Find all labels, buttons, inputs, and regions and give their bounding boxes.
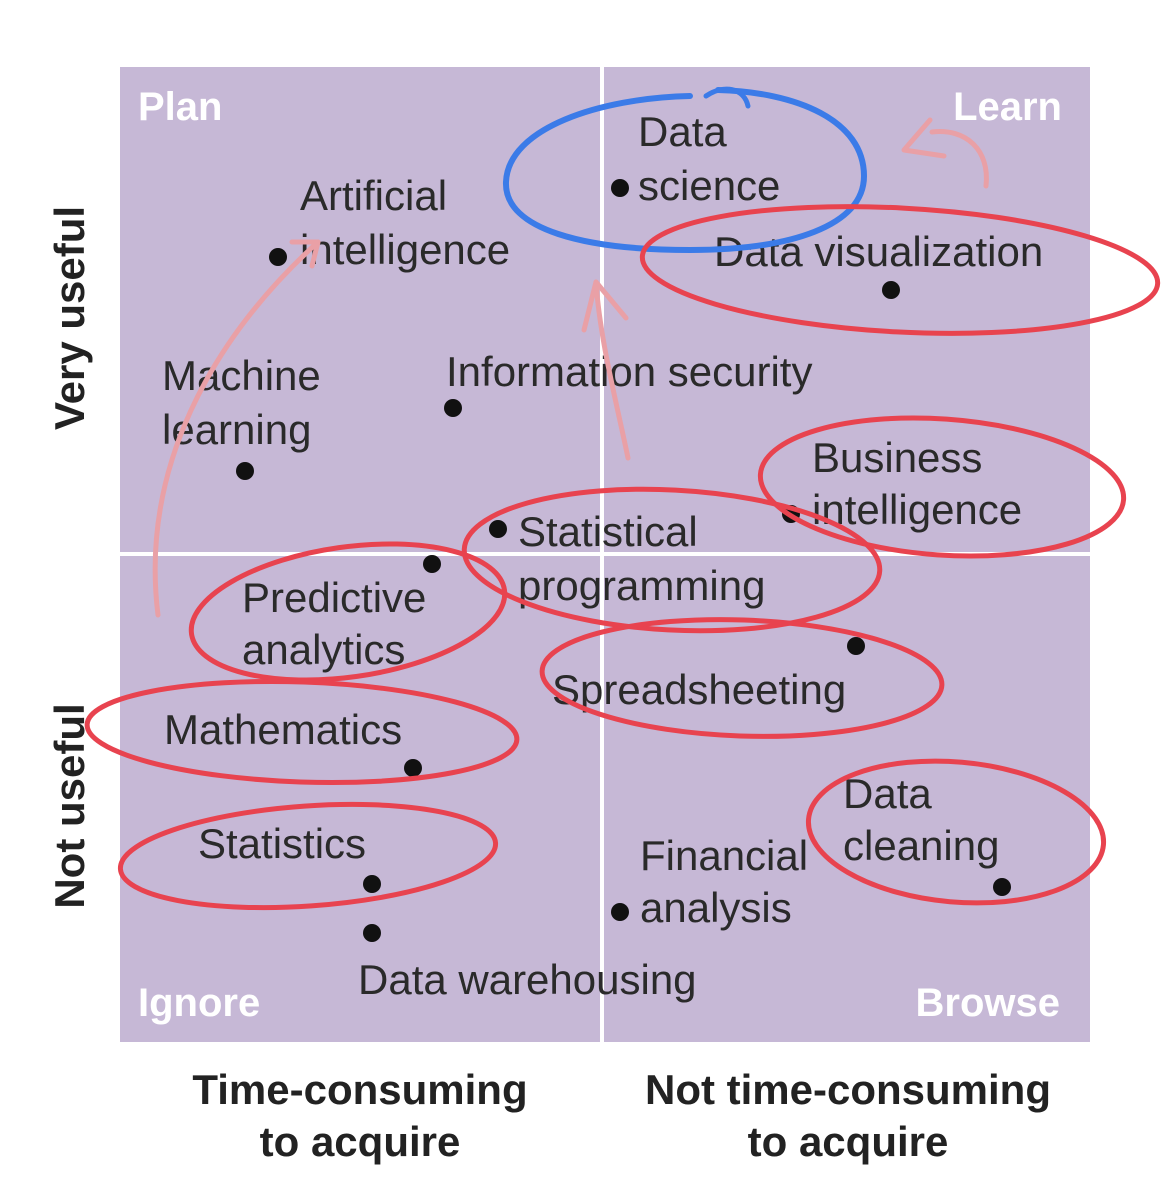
- label-spreadsheeting: Spreadsheeting: [552, 666, 846, 713]
- blue-circle-tick: [703, 86, 751, 109]
- label-statistical-programming-line1: Statistical: [518, 508, 698, 555]
- red-circle-statistics: [117, 801, 499, 911]
- dot-statistics: [363, 875, 381, 893]
- label-mathematics: Mathematics: [164, 706, 402, 753]
- label-artificial-intelligence-line2: intelligence: [300, 226, 510, 273]
- label-data-cleaning-line2: cleaning: [843, 822, 999, 869]
- pink-arrow-to-data-science: [593, 279, 631, 461]
- dot-data-visualization: [882, 281, 900, 299]
- red-circle-data-cleaning: [805, 758, 1107, 906]
- label-artificial-intelligence-line1: Artificial: [300, 172, 447, 219]
- quadrant-label-learn: Learn: [953, 85, 1062, 129]
- label-predictive-analytics-line1: Predictive: [242, 574, 426, 621]
- dot-spreadsheeting: [847, 637, 865, 655]
- label-machine-learning-line1: Machine: [162, 352, 321, 399]
- dot-machine-learning: [236, 462, 254, 480]
- pink-arrow-to-learn: [929, 129, 989, 189]
- pink-arrow-to-data-science-head: [581, 279, 629, 333]
- red-circle-business-intelligence: [757, 415, 1127, 559]
- red-circle-spreadsheeting: [539, 617, 945, 739]
- blue-circle-data-science: [502, 87, 868, 254]
- label-data-science-line2: science: [638, 162, 780, 209]
- dot-data-cleaning: [993, 878, 1011, 896]
- label-statistical-programming-line2: programming: [518, 562, 765, 609]
- x-axis-label-not-time-consuming-line1: Not time-consuming: [645, 1066, 1051, 1113]
- red-circle-statistical-programming: [461, 486, 883, 634]
- red-circle-predictive-analytics: [188, 541, 508, 683]
- quadrant-panel-ignore: [120, 556, 600, 1042]
- red-circle-data-visualization: [639, 204, 1161, 336]
- pink-arrow-to-learn-head: [901, 117, 947, 159]
- label-data-cleaning-line1: Data: [843, 770, 932, 817]
- label-information-security: Information security: [446, 348, 812, 395]
- y-axis-label-very-useful: Very useful: [46, 206, 93, 430]
- dot-financial-analysis: [611, 903, 629, 921]
- label-data-warehousing: Data warehousing: [358, 956, 697, 1003]
- quadrant-label-plan: Plan: [138, 85, 222, 129]
- dot-information-security: [444, 399, 462, 417]
- label-data-science-line1: Data: [638, 108, 727, 155]
- label-predictive-analytics-line2: analytics: [242, 626, 405, 673]
- dot-mathematics: [404, 759, 422, 777]
- pink-arrow-to-ai: [152, 239, 321, 618]
- quadrant-panel-learn: [604, 67, 1090, 552]
- dot-data-science: [611, 179, 629, 197]
- pink-arrow-to-ai-head: [289, 239, 321, 269]
- label-statistics: Statistics: [198, 820, 366, 867]
- x-axis-label-not-time-consuming-line2: to acquire: [748, 1118, 949, 1165]
- dot-data-warehousing: [363, 924, 381, 942]
- x-axis-label-time-consuming-line1: Time-consuming: [192, 1066, 527, 1113]
- quadrant-label-browse: Browse: [916, 981, 1061, 1025]
- quadrant-label-ignore: Ignore: [138, 981, 260, 1025]
- dot-predictive-analytics: [423, 555, 441, 573]
- dot-artificial-intelligence: [269, 248, 287, 266]
- x-axis-label-time-consuming-line2: to acquire: [260, 1118, 461, 1165]
- y-axis-label-not-useful: Not useful: [46, 703, 93, 908]
- label-financial-analysis-line2: analysis: [640, 884, 792, 931]
- dot-statistical-programming: [489, 520, 507, 538]
- label-financial-analysis-line1: Financial: [640, 832, 808, 879]
- label-business-intelligence-line1: Business: [812, 434, 982, 481]
- quadrant-panel-browse: [604, 556, 1090, 1042]
- label-business-intelligence-line2: intelligence: [812, 486, 1022, 533]
- red-circle-mathematics: [84, 678, 520, 786]
- label-data-visualization: Data visualization: [714, 228, 1043, 275]
